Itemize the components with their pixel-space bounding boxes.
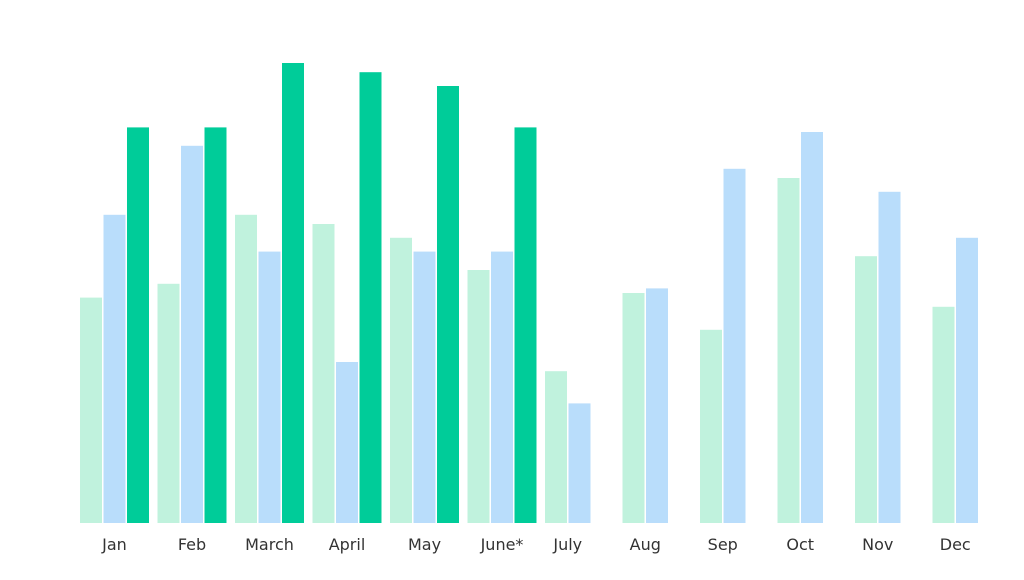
bar-june-series-1: [467, 270, 490, 523]
bar-nov-series-1: [855, 256, 877, 523]
x-tick-label: Oct: [786, 535, 814, 554]
bars-layer: [80, 63, 978, 524]
bar-may-series-1: [390, 237, 412, 524]
x-tick-label: Sep: [708, 535, 738, 554]
x-tick-label: Jan: [101, 535, 127, 554]
bar-dec-series-1: [932, 306, 955, 523]
bar-april-series-2: [336, 362, 358, 523]
x-tick-label: April: [329, 535, 366, 554]
bar-jan-series-3: [127, 127, 149, 524]
bar-may-series-3: [437, 86, 459, 523]
bar-march-series-3: [282, 63, 304, 523]
bar-jan-series-1: [80, 297, 102, 523]
bar-feb-series-3: [204, 127, 227, 524]
bar-july-series-2: [568, 403, 591, 523]
bar-july-series-1: [545, 371, 567, 523]
bar-dec-series-2: [956, 237, 978, 524]
bar-april-series-3: [359, 72, 382, 523]
bar-oct-series-1: [777, 178, 800, 523]
bar-oct-series-2: [801, 132, 823, 523]
x-axis-tick-labels: Jan Feb March April May June* July Aug Sep Oct Nov…: [101, 535, 971, 554]
x-tick-label: June*: [480, 535, 524, 554]
bar-jan-series-2: [103, 214, 126, 524]
bar-aug-series-1: [622, 293, 645, 523]
bar-feb-series-2: [181, 145, 203, 524]
bar-nov-series-2: [878, 191, 901, 524]
x-tick-label: Aug: [630, 535, 661, 554]
x-tick-label: July: [552, 535, 582, 554]
bar-march-series-1: [235, 214, 257, 524]
bar-sep-series-2: [723, 168, 746, 524]
bar-march-series-2: [258, 251, 281, 523]
bar-sep-series-1: [700, 329, 722, 523]
x-tick-label: May: [408, 535, 441, 554]
x-tick-label: Dec: [940, 535, 971, 554]
x-tick-label: Nov: [862, 535, 893, 554]
bar-feb-series-1: [157, 283, 180, 523]
x-tick-label: Feb: [178, 535, 206, 554]
bar-june-series-3: [514, 127, 537, 524]
bar-april-series-1: [312, 224, 335, 523]
bar-june-series-2: [491, 251, 513, 523]
bar-may-series-2: [413, 251, 436, 523]
bar-aug-series-2: [646, 288, 668, 523]
x-tick-label: March: [245, 535, 294, 554]
